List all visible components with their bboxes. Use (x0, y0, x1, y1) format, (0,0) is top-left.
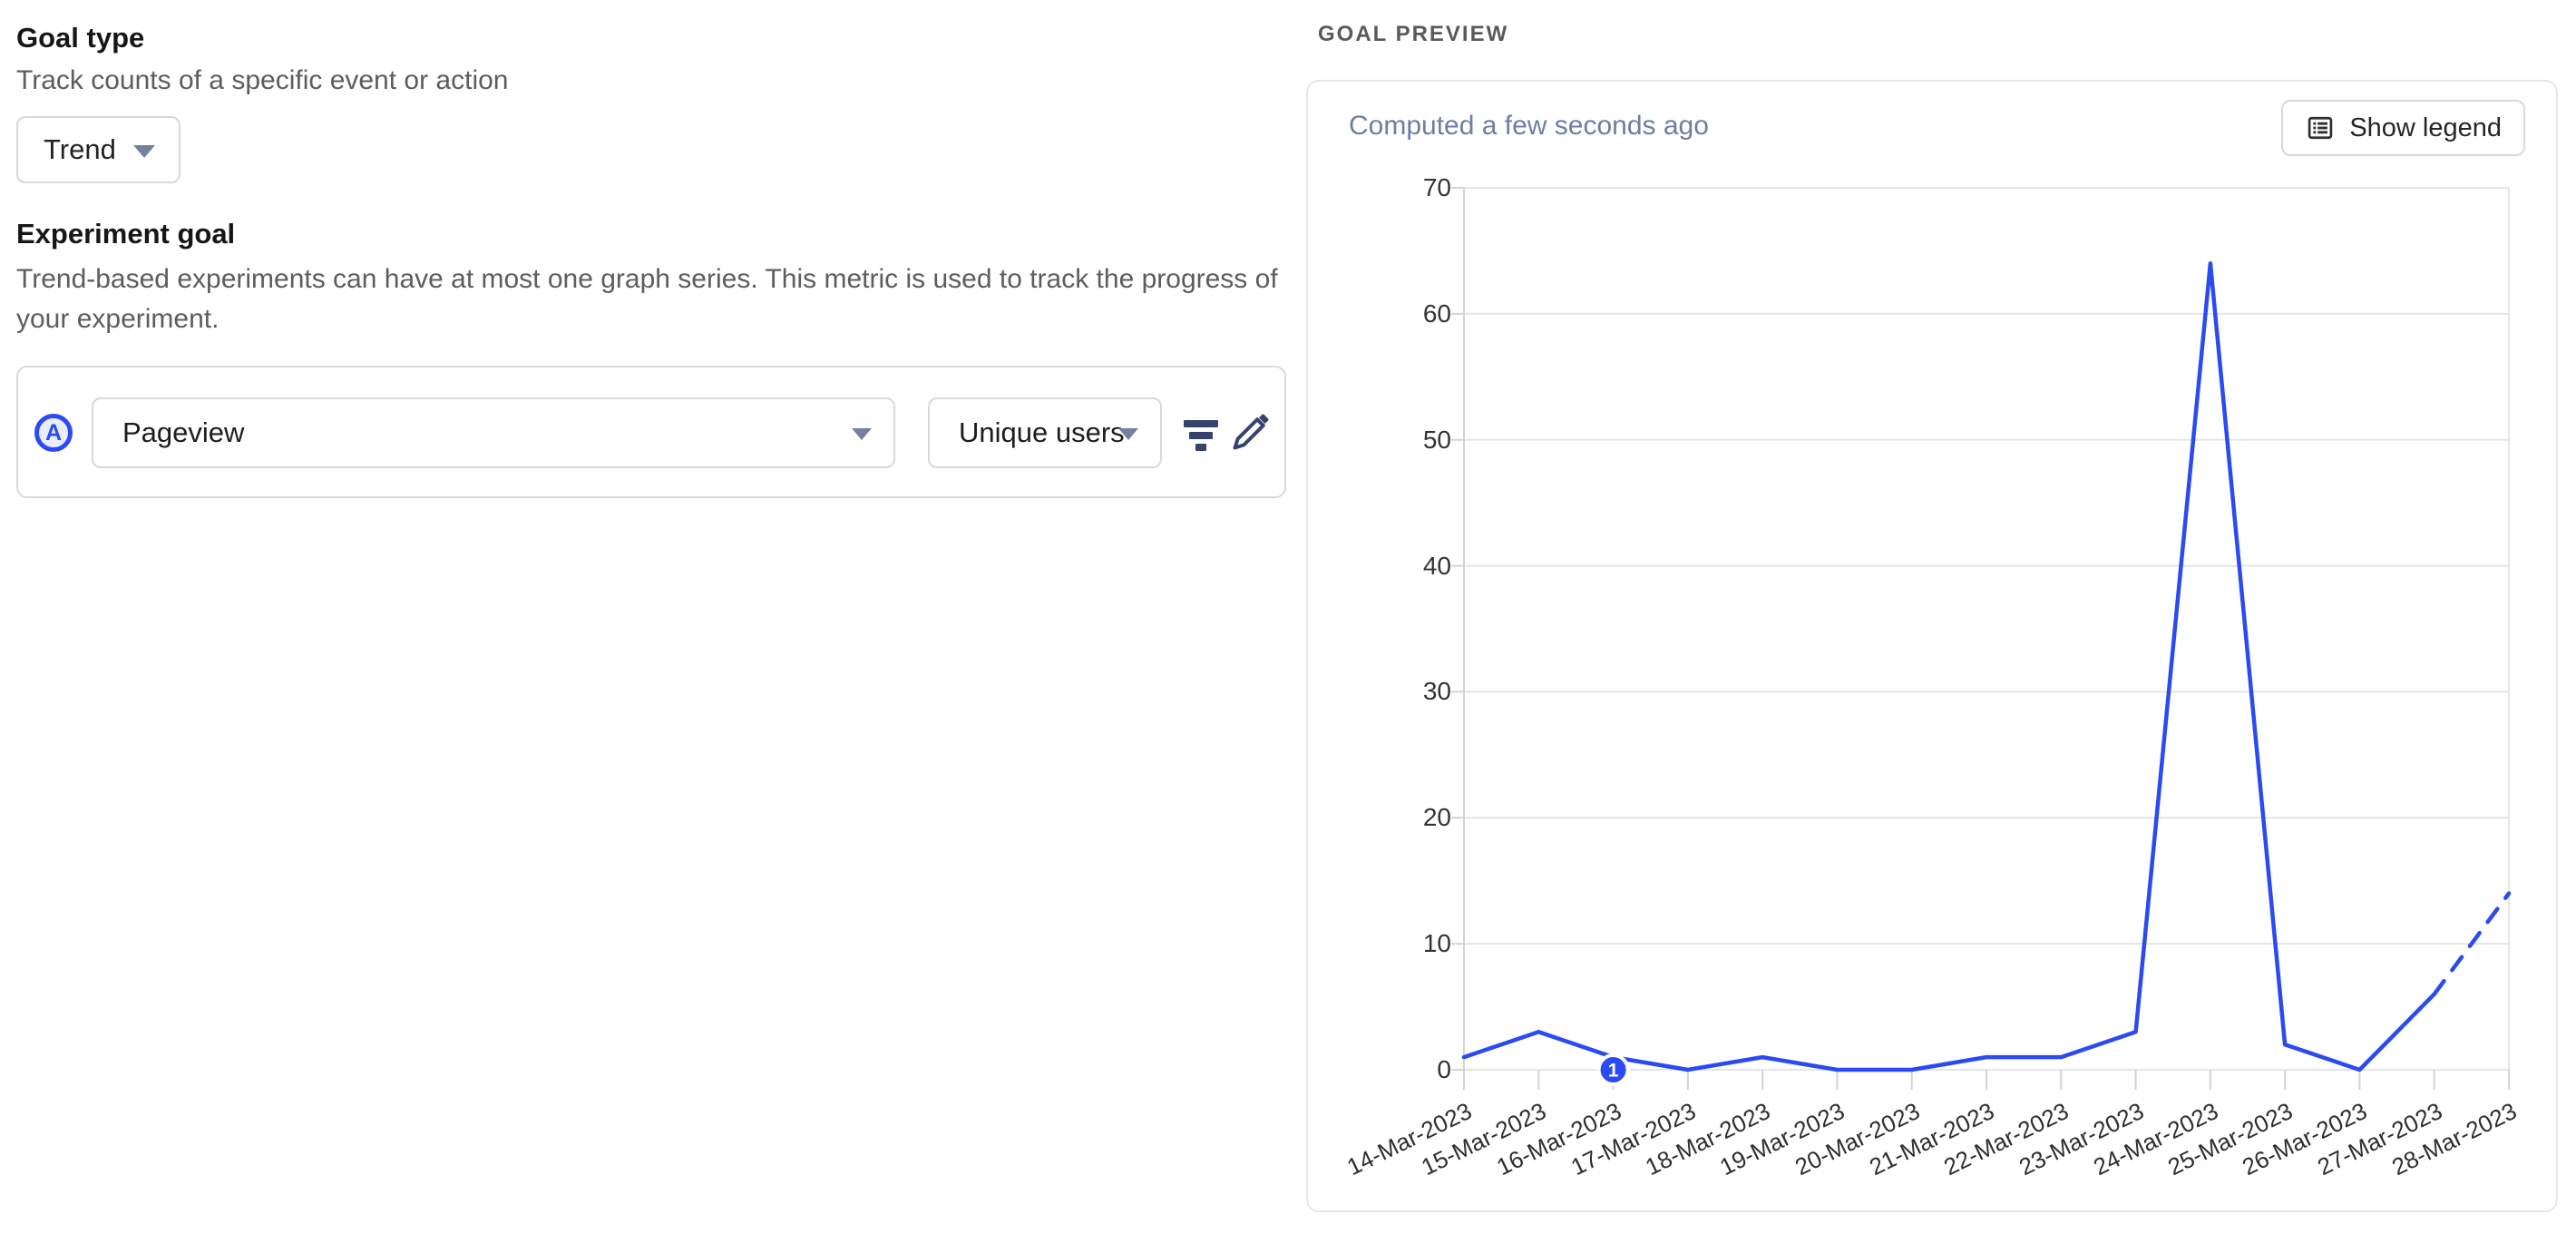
event-select[interactable]: Pageview (92, 397, 895, 468)
filter-icon[interactable] (1184, 420, 1220, 453)
experiment-goal-title: Experiment goal (16, 218, 236, 250)
aggregation-select[interactable]: Unique users (928, 397, 1162, 468)
y-axis-label: 50 (1422, 425, 1451, 454)
goal-preview-section-label: GOAL PREVIEW (1318, 22, 1509, 46)
aggregation-select-value: Unique users (959, 416, 1125, 448)
edit-icon[interactable] (1228, 409, 1273, 455)
experiment-goal-description-line1: Trend-based experiments can have at most… (16, 264, 1278, 294)
y-axis-label: 20 (1422, 803, 1451, 832)
svg-text:1: 1 (1608, 1061, 1619, 1082)
y-axis-label: 0 (1437, 1055, 1451, 1083)
y-axis-label: 60 (1422, 299, 1451, 328)
legend-list-icon (2305, 113, 2336, 143)
y-axis-label: 30 (1422, 677, 1451, 706)
y-axis-label: 10 (1422, 929, 1451, 958)
chevron-down-icon (133, 145, 155, 158)
goal-type-select[interactable]: Trend (16, 116, 181, 183)
trend-line-chart: 1 (1451, 187, 2512, 1090)
goal-preview-card: Computed a few seconds ago Show legend 1… (1306, 80, 2558, 1212)
goal-type-select-value: Trend (44, 133, 116, 165)
show-legend-button[interactable]: Show legend (2281, 100, 2525, 156)
series-badge-a: A (34, 414, 73, 452)
show-legend-label: Show legend (2349, 113, 2502, 142)
y-axis-label: 40 (1422, 551, 1451, 580)
computed-status: Computed a few seconds ago (1349, 111, 1709, 141)
experiment-goal-description-line2: your experiment. (16, 304, 220, 334)
y-axis-label: 70 (1422, 173, 1451, 201)
experiment-goal-description: Trend-based experiments can have at most… (16, 260, 1278, 339)
chevron-down-icon (1118, 428, 1138, 440)
event-select-value: Pageview (122, 416, 245, 448)
annotation-badge[interactable]: 1 (1596, 1053, 1630, 1086)
goal-type-title: Goal type (16, 22, 145, 54)
metric-row-card: A Pageview Unique users (16, 366, 1286, 498)
goal-type-subtitle: Track counts of a specific event or acti… (16, 65, 509, 95)
chevron-down-icon (852, 428, 872, 440)
